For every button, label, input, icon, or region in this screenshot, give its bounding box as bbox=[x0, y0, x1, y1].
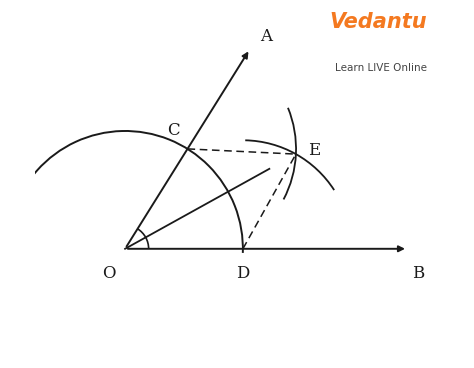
Text: C: C bbox=[167, 122, 180, 139]
Text: Vedantu: Vedantu bbox=[329, 13, 427, 32]
Text: D: D bbox=[236, 265, 250, 282]
Text: A: A bbox=[260, 28, 272, 45]
Text: O: O bbox=[102, 265, 115, 282]
Text: B: B bbox=[412, 265, 424, 282]
Text: Learn LIVE Online: Learn LIVE Online bbox=[335, 63, 427, 74]
Text: E: E bbox=[308, 142, 320, 159]
